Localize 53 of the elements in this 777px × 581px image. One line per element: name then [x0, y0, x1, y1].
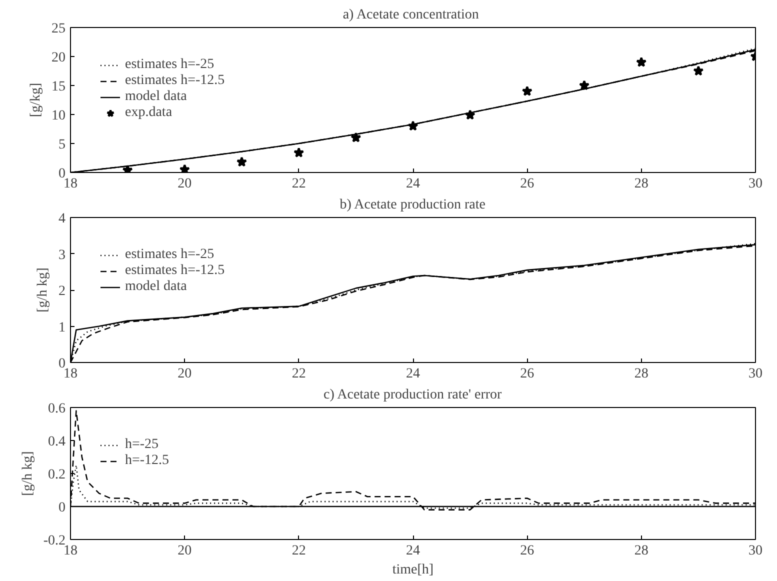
- y-tick-label: 0: [58, 166, 66, 182]
- y-tick-label: 25: [52, 22, 66, 36]
- x-tick-label: 24: [406, 544, 420, 558]
- y-tick-label: 1: [58, 320, 66, 336]
- x-tick-label: 20: [178, 366, 192, 382]
- x-axis-title: time[h]: [392, 562, 434, 578]
- y-axis-title: [g/kg]: [28, 82, 44, 118]
- x-tick-label: 26: [520, 176, 534, 192]
- x-tick-label: 18: [64, 544, 78, 558]
- x-tick-label: 24: [406, 366, 420, 382]
- x-tick-label: 28: [634, 544, 648, 558]
- legend-label: estimates h=-25: [125, 247, 214, 263]
- legend-label: h=-12.5: [125, 453, 170, 469]
- legend-label: estimates h=-12.5: [125, 73, 225, 89]
- legend-label: model data: [125, 89, 187, 105]
- y-tick-label: 4: [58, 212, 66, 226]
- y-tick-label: 0.4: [48, 434, 66, 450]
- chart-title: a) Acetate concentration: [342, 8, 479, 22]
- y-axis-title: [g/h kg]: [20, 451, 36, 496]
- x-tick-label: 18: [64, 176, 78, 192]
- y-tick-label: 15: [52, 80, 66, 94]
- y-tick-label: 10: [52, 108, 66, 124]
- legend-label: estimates h=-12.5: [125, 263, 225, 279]
- y-axis-title: [g/h kg]: [36, 268, 50, 312]
- x-tick-label: 20: [178, 544, 192, 558]
- y-tick-label: 0.6: [48, 402, 66, 416]
- x-tick-label: 22: [292, 544, 306, 558]
- y-tick-label: 2: [58, 284, 66, 299]
- x-tick-label: 22: [292, 176, 306, 192]
- y-tick-label: 20: [52, 50, 66, 66]
- y-tick-label: 0.2: [48, 468, 66, 482]
- legend-label: h=-25: [125, 437, 159, 453]
- x-tick-label: 20: [178, 176, 192, 192]
- chart-title: c) Acetate production rate' error: [324, 388, 502, 402]
- y-tick-label: 0: [58, 356, 66, 372]
- x-tick-label: 22: [292, 366, 306, 382]
- x-tick-label: 26: [520, 544, 534, 558]
- x-tick-label: 18: [64, 366, 78, 382]
- chart-title: b) Acetate production rate: [340, 198, 486, 212]
- x-tick-label: 28: [634, 366, 648, 382]
- x-tick-label: 26: [520, 366, 534, 382]
- y-tick-label: -0.2: [43, 534, 66, 548]
- x-tick-label: 30: [748, 544, 762, 558]
- x-tick-label: 30: [748, 366, 762, 382]
- legend-label: model data: [125, 279, 187, 295]
- x-tick-label: 24: [406, 176, 420, 192]
- y-tick-label: 3: [58, 248, 66, 263]
- legend-label: estimates h=-25: [125, 57, 214, 73]
- legend-label: exp.data: [125, 105, 172, 121]
- y-tick-label: 0: [58, 500, 66, 516]
- x-tick-label: 30: [748, 176, 762, 192]
- x-tick-label: 28: [634, 176, 648, 192]
- y-tick-label: 5: [58, 138, 66, 152]
